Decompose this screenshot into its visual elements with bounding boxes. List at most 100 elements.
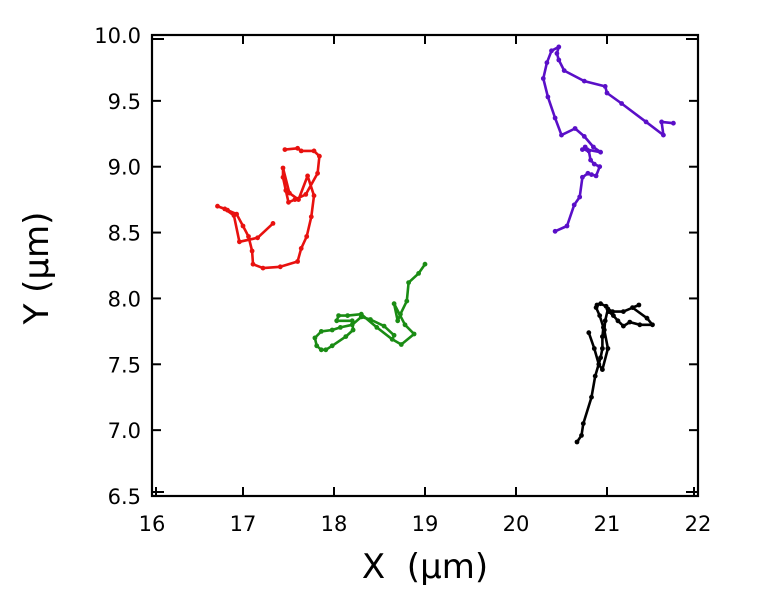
data-point-marker — [240, 223, 246, 229]
data-point-marker — [303, 192, 309, 197]
data-point-marker — [659, 119, 664, 125]
data-point-marker — [292, 197, 298, 203]
data-point-marker — [404, 298, 410, 304]
trajectory-red-line — [216, 147, 321, 270]
data-point-marker — [602, 318, 608, 324]
data-point-marker — [317, 153, 322, 159]
data-point-marker — [250, 261, 256, 267]
data-point-marker — [636, 302, 642, 308]
data-point-marker — [591, 144, 596, 150]
data-point-marker — [358, 314, 364, 320]
data-point-marker — [630, 305, 635, 310]
data-point-marker — [277, 264, 283, 270]
data-point-marker — [661, 132, 666, 138]
data-point-marker — [561, 68, 567, 73]
y-axis-title: Y (µm) — [17, 212, 57, 326]
data-point-marker — [544, 60, 550, 66]
data-point-marker — [581, 78, 587, 84]
data-point-marker — [318, 347, 324, 353]
data-point-marker — [349, 318, 355, 324]
trajectory-green — [312, 261, 428, 353]
data-point-marker — [215, 203, 220, 209]
data-point-marker — [615, 318, 621, 324]
y-tick-label: 8.5 — [108, 222, 141, 246]
data-point-marker — [336, 313, 341, 318]
data-point-marker — [556, 57, 562, 63]
data-point-marker — [610, 309, 615, 314]
data-point-marker — [579, 433, 584, 438]
data-point-marker — [323, 347, 329, 353]
data-point-marker — [381, 323, 387, 329]
data-point-marker — [280, 174, 286, 180]
data-point-marker — [556, 44, 562, 50]
y-tick-label: 7.5 — [108, 353, 141, 377]
data-point-marker — [572, 126, 578, 131]
x-axis-ticks: 16 17 18 19 20 21 22 — [139, 35, 712, 536]
data-point-marker — [584, 147, 590, 153]
data-point-marker — [580, 147, 585, 153]
trajectory-black — [574, 301, 655, 445]
data-point-marker — [308, 214, 314, 220]
data-point-marker — [581, 134, 587, 139]
data-point-marker — [593, 173, 599, 179]
data-point-marker — [345, 313, 350, 318]
data-point-marker — [611, 313, 616, 318]
data-point-marker — [298, 148, 304, 154]
data-point-marker — [598, 355, 603, 361]
data-point-marker — [260, 265, 266, 271]
data-point-marker — [295, 145, 300, 151]
data-point-marker — [605, 346, 611, 351]
data-point-marker — [586, 330, 592, 336]
plot-area — [215, 44, 676, 445]
data-point-marker — [343, 334, 349, 339]
data-point-marker — [637, 322, 643, 328]
data-point-marker — [311, 148, 317, 154]
data-point-marker — [311, 193, 317, 199]
data-point-marker — [298, 246, 304, 251]
data-point-marker — [598, 301, 603, 307]
data-point-marker — [283, 188, 289, 193]
data-point-marker — [329, 327, 335, 333]
data-point-marker — [594, 302, 600, 308]
data-point-marker — [597, 164, 603, 170]
data-point-marker — [619, 101, 624, 106]
data-point-marker — [580, 174, 585, 180]
data-point-marker — [592, 373, 598, 379]
data-point-marker — [559, 132, 564, 138]
data-point-marker — [580, 421, 586, 426]
data-point-marker — [296, 197, 301, 203]
x-tick-label: 19 — [412, 512, 439, 536]
data-point-marker — [255, 235, 260, 241]
x-tick-label: 17 — [230, 512, 257, 536]
data-point-marker — [416, 271, 421, 276]
data-point-marker — [402, 322, 408, 328]
data-point-marker — [398, 342, 404, 347]
data-point-marker — [577, 194, 583, 200]
data-point-marker — [237, 239, 242, 245]
trajectory-purple — [540, 44, 676, 234]
data-point-marker — [315, 170, 320, 176]
data-point-marker — [545, 94, 551, 100]
data-point-marker — [282, 147, 288, 153]
trajectory-black-line — [575, 302, 654, 444]
data-point-marker — [280, 165, 286, 171]
data-point-marker — [671, 120, 676, 126]
data-point-marker — [601, 327, 607, 333]
data-point-marker — [295, 259, 300, 264]
x-tick-label: 22 — [685, 512, 712, 536]
data-point-marker — [374, 325, 380, 330]
data-point-marker — [312, 335, 318, 341]
data-point-marker — [304, 234, 310, 239]
data-point-marker — [650, 322, 655, 328]
data-point-marker — [552, 228, 558, 234]
data-point-marker — [605, 306, 611, 312]
data-point-marker — [334, 318, 340, 324]
data-point-marker — [574, 439, 580, 445]
data-point-marker — [588, 157, 593, 163]
data-point-marker — [597, 313, 603, 318]
data-point-marker — [552, 115, 558, 121]
data-point-marker — [249, 248, 255, 254]
data-point-marker — [398, 311, 403, 317]
data-point-marker — [234, 211, 240, 217]
data-point-marker — [591, 161, 597, 167]
